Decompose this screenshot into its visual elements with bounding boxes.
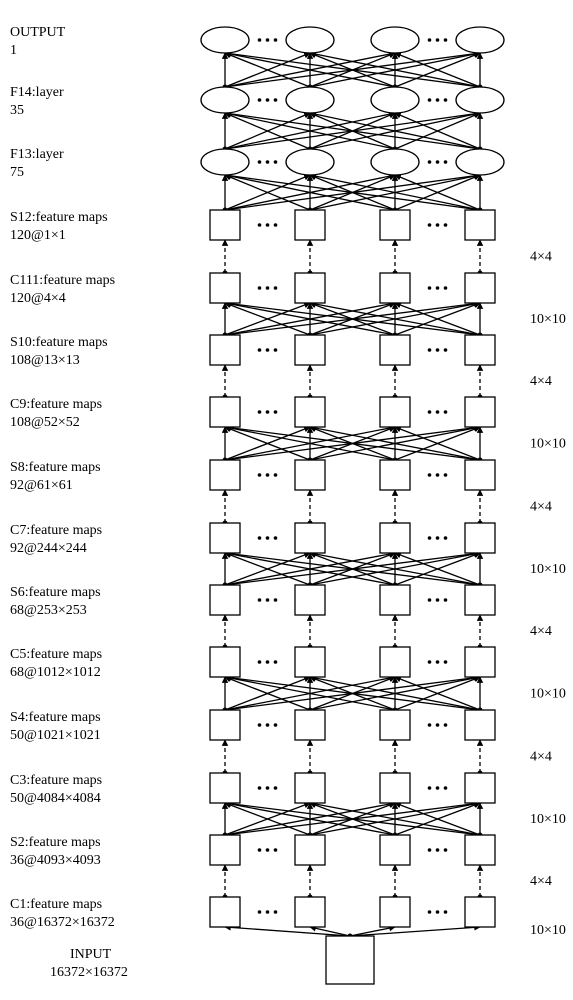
svg-text:C111:feature maps: C111:feature maps bbox=[10, 273, 115, 288]
svg-text:108@52×52: 108@52×52 bbox=[10, 415, 80, 430]
svg-text:C5:feature maps: C5:feature maps bbox=[10, 647, 102, 662]
svg-text:4×4: 4×4 bbox=[530, 250, 552, 265]
svg-text:10×10: 10×10 bbox=[530, 437, 566, 452]
svg-text:10×10: 10×10 bbox=[530, 812, 566, 827]
svg-text:4×4: 4×4 bbox=[530, 624, 552, 639]
svg-text:10×10: 10×10 bbox=[530, 562, 566, 577]
svg-text:36@16372×16372: 36@16372×16372 bbox=[10, 915, 115, 930]
svg-text:4×4: 4×4 bbox=[530, 500, 552, 515]
svg-text:68@253×253: 68@253×253 bbox=[10, 603, 87, 618]
svg-text:C9:feature maps: C9:feature maps bbox=[10, 397, 102, 412]
svg-text:S2:feature maps: S2:feature maps bbox=[10, 835, 101, 850]
svg-text:92@61×61: 92@61×61 bbox=[10, 478, 73, 493]
svg-text:4×4: 4×4 bbox=[530, 374, 552, 389]
svg-text:10×10: 10×10 bbox=[530, 687, 566, 702]
svg-text:S8:feature maps: S8:feature maps bbox=[10, 460, 101, 475]
svg-text:F14:layer: F14:layer bbox=[10, 85, 64, 100]
svg-text:S4:feature maps: S4:feature maps bbox=[10, 710, 101, 725]
svg-text:C7:feature maps: C7:feature maps bbox=[10, 523, 102, 538]
svg-text:50@4084×4084: 50@4084×4084 bbox=[10, 791, 101, 806]
svg-text:INPUT: INPUT bbox=[70, 947, 112, 962]
svg-text:OUTPUT: OUTPUT bbox=[10, 25, 66, 40]
svg-text:120@1×1: 120@1×1 bbox=[10, 228, 66, 243]
svg-text:68@1012×1012: 68@1012×1012 bbox=[10, 665, 101, 680]
svg-text:S12:feature maps: S12:feature maps bbox=[10, 210, 108, 225]
svg-text:16372×16372: 16372×16372 bbox=[50, 965, 128, 980]
svg-text:F13:layer: F13:layer bbox=[10, 147, 64, 162]
svg-text:1: 1 bbox=[10, 43, 17, 58]
svg-text:10×10: 10×10 bbox=[530, 312, 566, 327]
svg-text:92@244×244: 92@244×244 bbox=[10, 541, 87, 556]
svg-text:4×4: 4×4 bbox=[530, 750, 552, 765]
svg-text:50@1021×1021: 50@1021×1021 bbox=[10, 728, 101, 743]
svg-text:75: 75 bbox=[10, 165, 24, 180]
svg-text:S10:feature maps: S10:feature maps bbox=[10, 335, 108, 350]
svg-text:10×10: 10×10 bbox=[530, 923, 566, 938]
svg-text:36@4093×4093: 36@4093×4093 bbox=[10, 853, 101, 868]
svg-text:S6:feature maps: S6:feature maps bbox=[10, 585, 101, 600]
svg-text:35: 35 bbox=[10, 103, 24, 118]
svg-text:120@4×4: 120@4×4 bbox=[10, 291, 66, 306]
svg-text:4×4: 4×4 bbox=[530, 874, 552, 889]
svg-text:C3:feature maps: C3:feature maps bbox=[10, 773, 102, 788]
svg-text:C1:feature maps: C1:feature maps bbox=[10, 897, 102, 912]
svg-text:108@13×13: 108@13×13 bbox=[10, 353, 80, 368]
cnn-architecture-diagram: 4×4 10×10 4×4 10×10 4×4 10×10 4×4 10×10 4×4 10×10… bbox=[0, 0, 573, 1000]
